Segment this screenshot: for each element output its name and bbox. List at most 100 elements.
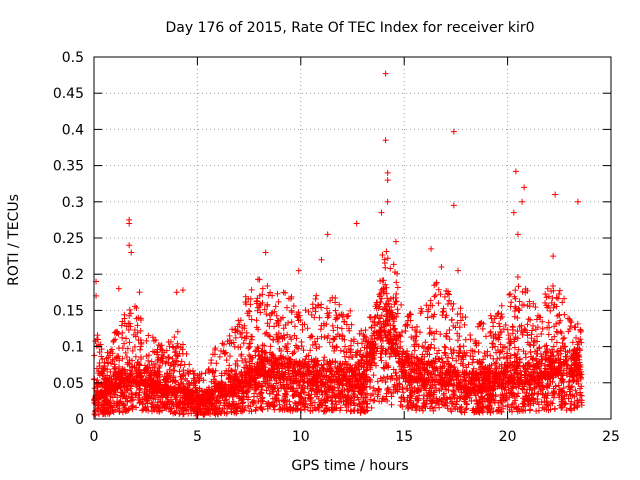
data-point xyxy=(496,355,503,362)
data-point xyxy=(390,383,397,390)
data-point xyxy=(302,356,309,363)
data-point xyxy=(390,294,397,301)
data-point xyxy=(137,327,144,334)
data-point xyxy=(546,383,553,390)
data-point xyxy=(544,382,551,389)
data-point xyxy=(344,313,351,320)
data-point xyxy=(456,344,463,351)
data-point xyxy=(547,307,554,314)
data-point xyxy=(132,368,139,375)
data-point xyxy=(515,346,522,353)
data-point xyxy=(408,393,415,400)
data-point xyxy=(247,403,254,410)
data-point xyxy=(321,354,328,361)
data-point xyxy=(424,314,431,321)
data-point xyxy=(126,339,133,346)
data-point xyxy=(387,335,394,342)
data-point xyxy=(437,331,444,338)
data-point xyxy=(426,330,433,337)
data-point xyxy=(515,283,522,290)
data-point xyxy=(542,299,549,306)
data-point xyxy=(504,403,511,410)
data-point xyxy=(378,357,385,364)
data-point xyxy=(213,360,220,367)
data-point xyxy=(145,352,152,359)
data-point xyxy=(267,343,274,350)
data-point xyxy=(103,355,110,362)
data-point xyxy=(286,398,293,405)
data-point xyxy=(166,354,173,361)
data-point xyxy=(208,359,215,366)
data-point xyxy=(272,303,279,310)
data-point xyxy=(112,365,119,372)
data-point xyxy=(313,292,320,299)
data-point xyxy=(350,391,357,398)
data-point xyxy=(559,339,566,346)
data-point xyxy=(342,343,349,350)
data-point xyxy=(397,343,404,350)
data-point xyxy=(248,316,255,323)
data-point xyxy=(343,349,350,356)
data-point xyxy=(226,362,233,369)
data-point xyxy=(309,402,316,409)
data-point xyxy=(237,331,244,338)
data-point xyxy=(435,347,442,354)
data-point xyxy=(367,396,374,403)
data-point xyxy=(282,322,289,329)
data-point xyxy=(202,370,209,377)
data-point xyxy=(487,409,494,416)
data-point xyxy=(460,343,467,350)
data-point xyxy=(231,343,238,350)
data-point xyxy=(554,348,561,355)
data-point xyxy=(553,294,560,301)
data-point xyxy=(540,384,547,391)
data-point xyxy=(316,343,323,350)
data-point xyxy=(298,343,305,350)
data-point xyxy=(242,293,249,300)
data-point xyxy=(457,317,464,324)
data-point xyxy=(340,348,347,355)
data-point xyxy=(512,397,519,404)
data-point xyxy=(435,300,442,307)
data-point xyxy=(264,283,271,290)
data-point xyxy=(422,339,429,346)
data-point xyxy=(361,407,368,414)
data-point xyxy=(519,288,526,295)
data-point xyxy=(540,391,547,398)
data-point xyxy=(543,294,550,301)
data-point xyxy=(237,344,244,351)
data-point xyxy=(178,358,185,365)
data-point xyxy=(163,370,170,377)
data-point xyxy=(226,332,233,339)
data-point xyxy=(437,291,444,298)
data-point xyxy=(556,290,563,297)
data-point xyxy=(557,345,564,352)
data-point xyxy=(238,352,245,359)
data-point xyxy=(550,343,557,350)
data-point xyxy=(189,367,196,374)
data-point xyxy=(211,373,218,380)
data-point xyxy=(145,332,152,339)
data-point xyxy=(442,386,449,393)
data-point xyxy=(232,360,239,367)
data-point xyxy=(248,286,255,293)
data-point xyxy=(504,326,511,333)
data-point xyxy=(174,328,181,335)
data-point xyxy=(264,301,271,308)
data-point xyxy=(561,335,568,342)
data-point xyxy=(247,295,254,302)
data-point xyxy=(575,338,582,345)
data-point xyxy=(392,370,399,377)
data-point xyxy=(121,340,128,347)
data-point xyxy=(361,344,368,351)
data-point xyxy=(176,368,183,375)
data-point xyxy=(379,252,386,259)
data-point xyxy=(511,344,518,351)
data-point xyxy=(371,360,378,367)
data-point xyxy=(284,381,291,388)
data-point xyxy=(226,353,233,360)
data-point xyxy=(107,368,114,375)
data-point xyxy=(351,393,358,400)
data-point xyxy=(341,336,348,343)
